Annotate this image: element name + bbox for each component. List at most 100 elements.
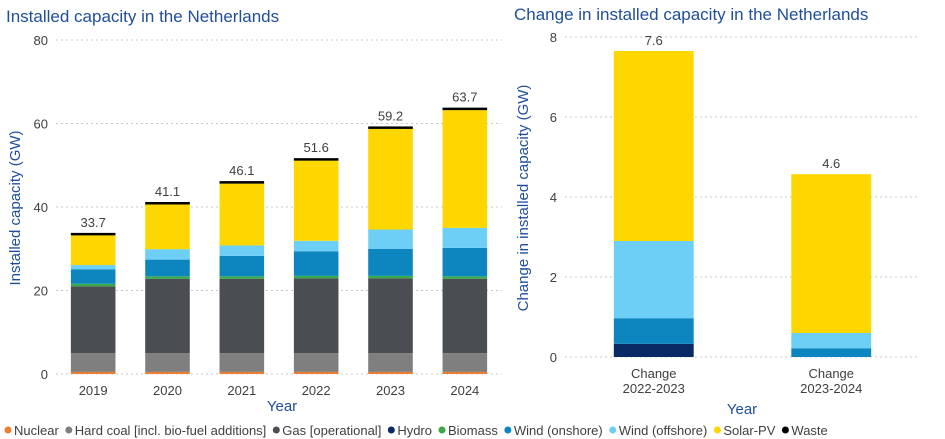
bar-segment-wind-offshore [368,229,413,249]
total-label: 4.6 [822,156,840,171]
bar-segment-biomass [219,276,265,279]
bar-segment-wind-onshore [219,255,265,277]
left-x-axis-label: Year [267,398,297,415]
bar-segment-solar-pv [613,51,694,241]
bar-segment-hard-coal-incl-bio-fuel-additions [293,353,339,372]
y-tick-label: 4 [550,190,557,205]
bar-segment-hard-coal-incl-bio-fuel-additions [442,353,488,372]
legend-marker-waste [781,426,789,434]
x-tick-label: 2022-2023 [623,381,685,396]
x-tick-label: 2022 [302,383,331,398]
bar-segment-gas-operational [293,278,339,354]
bar-segment-biomass [368,275,413,279]
bar-segment-waste [368,126,413,129]
bar-segment-gas-operational [219,278,265,354]
bar-segment-waste [145,201,190,205]
right-chart-title: Change in installed capacity in the Neth… [514,5,868,24]
x-tick-label: Change [631,366,677,381]
legend-label-biomass: Biomass [448,423,498,438]
bar-segment-wind-offshore [145,249,190,260]
legend-marker-gas-operational [272,426,280,434]
bar-segment-wind-offshore [293,240,339,252]
bar-segment-hard-coal-incl-bio-fuel-additions [145,353,190,372]
left-y-axis-label: Installed capacity (GW) [7,130,24,285]
bar-segment-solar-pv [368,128,413,230]
total-label: 33.7 [81,215,106,230]
x-tick-label: 2021 [227,383,256,398]
bar-segment-nuclear [293,371,339,374]
bar-segment-solar-pv [293,160,339,241]
bar-segment-biomass [442,276,488,279]
bar-segment-hard-coal-incl-bio-fuel-additions [368,353,413,372]
bar-segment-wind-onshore [70,269,116,284]
total-label: 41.1 [155,184,180,199]
legend-marker-wind-onshore [504,426,512,434]
bar-segment-nuclear [145,371,190,374]
bar-segment-waste [293,158,339,161]
bar-segment-wind-offshore [442,227,488,248]
bar-segment-wind-offshore [70,265,116,270]
legend-label-wind-onshore: Wind (onshore) [514,423,603,438]
bar-segment-nuclear [219,371,265,374]
bar-segment-solar-pv [70,235,116,266]
bar-segment-hydro [613,343,694,357]
bar-segment-solar-pv [442,110,488,228]
bar-segment-biomass [70,283,116,287]
y-tick-label: 8 [550,30,557,45]
bar-segment-nuclear [70,371,116,374]
right-x-axis-label: Year [727,401,757,418]
x-tick-label: 2019 [79,383,108,398]
bar-segment-solar-pv [145,204,190,250]
bar-segment-waste [70,232,116,236]
legend-marker-solar-pv [713,426,721,434]
x-tick-label: 2020 [153,383,182,398]
bar-segment-waste [442,107,488,111]
bar-segment-gas-operational [145,278,190,354]
bar-segment-wind-onshore [145,259,190,277]
right-y-axis-label: Change in installed capacity (GW) [515,85,532,312]
bar-segment-wind-offshore [613,241,694,319]
y-tick-label: 2 [550,270,557,285]
total-label: 51.6 [304,140,329,155]
x-tick-label: 2023 [376,383,405,398]
bar-segment-biomass [293,275,339,279]
bar-segment-wind-offshore [791,333,872,349]
legend-label-nuclear: Nuclear [14,423,59,438]
y-tick-label: 40 [34,200,48,215]
legend: Nuclear Hard coal [incl. bio-fuel additio… [4,423,828,438]
legend-marker-hard-coal-incl-bio-fuel-additions [65,426,73,434]
legend-label-solar-pv: Solar-PV [723,423,775,438]
bar-segment-biomass [145,276,190,279]
legend-label-hard-coal-incl-bio-fuel-additions: Hard coal [incl. bio-fuel additions] [75,423,267,438]
bar-segment-waste [219,181,265,184]
total-label: 59.2 [378,108,403,123]
y-tick-label: 60 [34,117,48,132]
bar-segment-wind-onshore [293,251,339,276]
bar-segment-hard-coal-incl-bio-fuel-additions [70,353,116,372]
bar-segment-wind-offshore [219,245,265,256]
legend-label-waste: Waste [791,423,827,438]
legend-label-wind-offshore: Wind (offshore) [619,423,708,438]
total-label: 63.7 [452,90,477,105]
x-tick-label: 2023-2024 [800,381,862,396]
legend-label-gas-operational: Gas [operational] [282,423,381,438]
bar-segment-wind-onshore [613,318,694,344]
bar-segment-wind-onshore [791,348,872,357]
x-tick-label: 2024 [450,383,479,398]
y-tick-label: 0 [41,367,48,382]
bar-segment-solar-pv [219,183,265,246]
y-tick-label: 6 [550,110,557,125]
left-chart-title: Installed capacity in the Netherlands [6,7,279,26]
y-tick-label: 0 [550,350,557,365]
legend-marker-hydro [387,426,395,434]
total-label: 46.1 [229,163,254,178]
y-tick-label: 20 [34,284,48,299]
bar-segment-wind-onshore [442,247,488,277]
bar-segment-wind-onshore [368,248,413,276]
total-label: 7.6 [645,33,663,48]
bar-segment-nuclear [368,371,413,374]
legend-marker-wind-offshore [609,426,617,434]
bar-segment-nuclear [442,371,488,374]
